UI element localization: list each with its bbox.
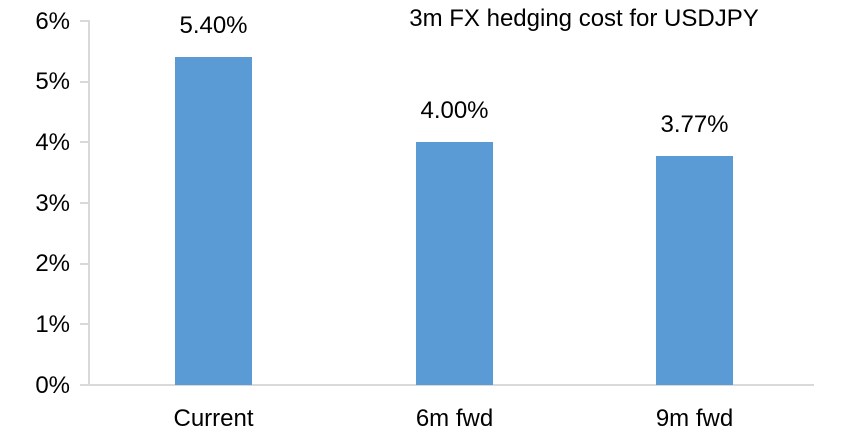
y-tick — [80, 141, 88, 144]
y-tick-label: 0% — [35, 371, 70, 399]
y-axis-line — [88, 20, 90, 385]
x-axis-label-current: Current — [173, 405, 254, 432]
y-tick — [80, 20, 88, 22]
y-tick-label: 2% — [35, 250, 70, 278]
bar-value-label: 4.00% — [420, 97, 489, 125]
y-tick — [80, 262, 88, 265]
y-tick-label: 1% — [35, 310, 70, 338]
bar-value-label: 3.77% — [660, 111, 729, 139]
y-tick — [80, 80, 88, 83]
y-tick-label: 4% — [35, 128, 70, 156]
bar-6m-fwd — [416, 142, 493, 385]
bar-current — [175, 57, 252, 385]
x-axis-label-9m-fwd: 9m fwd — [655, 405, 734, 432]
y-tick-label: 6% — [35, 7, 70, 35]
bar-value-label: 5.40% — [179, 12, 248, 40]
y-tick-label: 5% — [35, 68, 70, 96]
bar-9m-fwd — [656, 156, 733, 385]
y-tick-label: 3% — [35, 189, 70, 217]
y-tick — [80, 323, 88, 326]
y-tick — [80, 202, 88, 204]
x-axis-label-6m-fwd: 6m fwd — [415, 405, 494, 432]
chart-title: 3m FX hedging cost for USDJPY — [409, 5, 759, 32]
y-tick — [80, 384, 88, 386]
